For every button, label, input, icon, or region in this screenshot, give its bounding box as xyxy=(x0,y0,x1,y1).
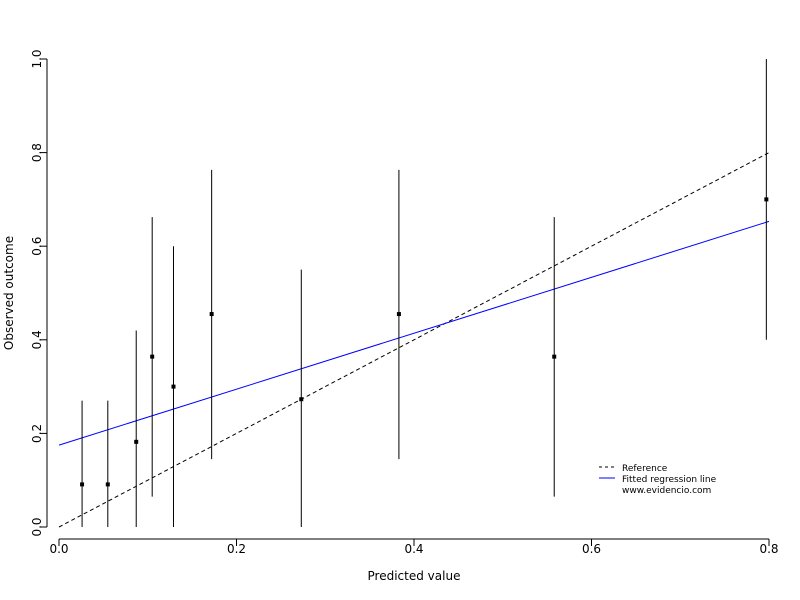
x-tick-label: 0.8 xyxy=(759,542,778,556)
error-bars xyxy=(81,59,767,527)
data-point xyxy=(105,482,110,487)
fitted-regression-line xyxy=(58,220,770,446)
y-tick-label: 0.8 xyxy=(30,143,44,162)
data-points xyxy=(80,197,769,487)
data-point xyxy=(396,312,401,317)
legend: Reference Fitted regression line www.evi… xyxy=(599,464,717,496)
data-point xyxy=(134,439,139,444)
y-tick-label: 0.4 xyxy=(30,330,44,349)
y-tick-label: 1.0 xyxy=(30,49,44,68)
legend-footer: www.evidencio.com xyxy=(622,486,711,496)
axes: 0.0 0.2 0.4 0.6 0.8 0.0 0.2 0.4 0.6 0.8 1.0 xyxy=(30,49,779,556)
data-point xyxy=(171,384,176,389)
x-axis-title: Predicted value xyxy=(368,569,461,583)
y-tick-label: 0.0 xyxy=(30,517,44,536)
data-point xyxy=(764,197,769,202)
data-point xyxy=(150,354,155,359)
legend-reference-label: Reference xyxy=(622,464,668,474)
x-tick-label: 0.4 xyxy=(404,542,423,556)
regression-lines xyxy=(58,152,770,528)
y-tick-label: 0.6 xyxy=(30,237,44,256)
x-tick-label: 0.6 xyxy=(582,542,601,556)
y-axis-title: Observed outcome xyxy=(2,236,16,350)
data-point xyxy=(80,482,85,487)
x-tick-label: 0.2 xyxy=(227,542,246,556)
x-tick-label: 0.0 xyxy=(49,542,68,556)
legend-fitted-label: Fitted regression line xyxy=(622,475,717,485)
reference-line xyxy=(58,152,770,528)
data-point xyxy=(299,397,304,402)
data-point xyxy=(209,312,214,317)
data-point xyxy=(552,354,557,359)
y-tick-label: 0.2 xyxy=(30,424,44,443)
